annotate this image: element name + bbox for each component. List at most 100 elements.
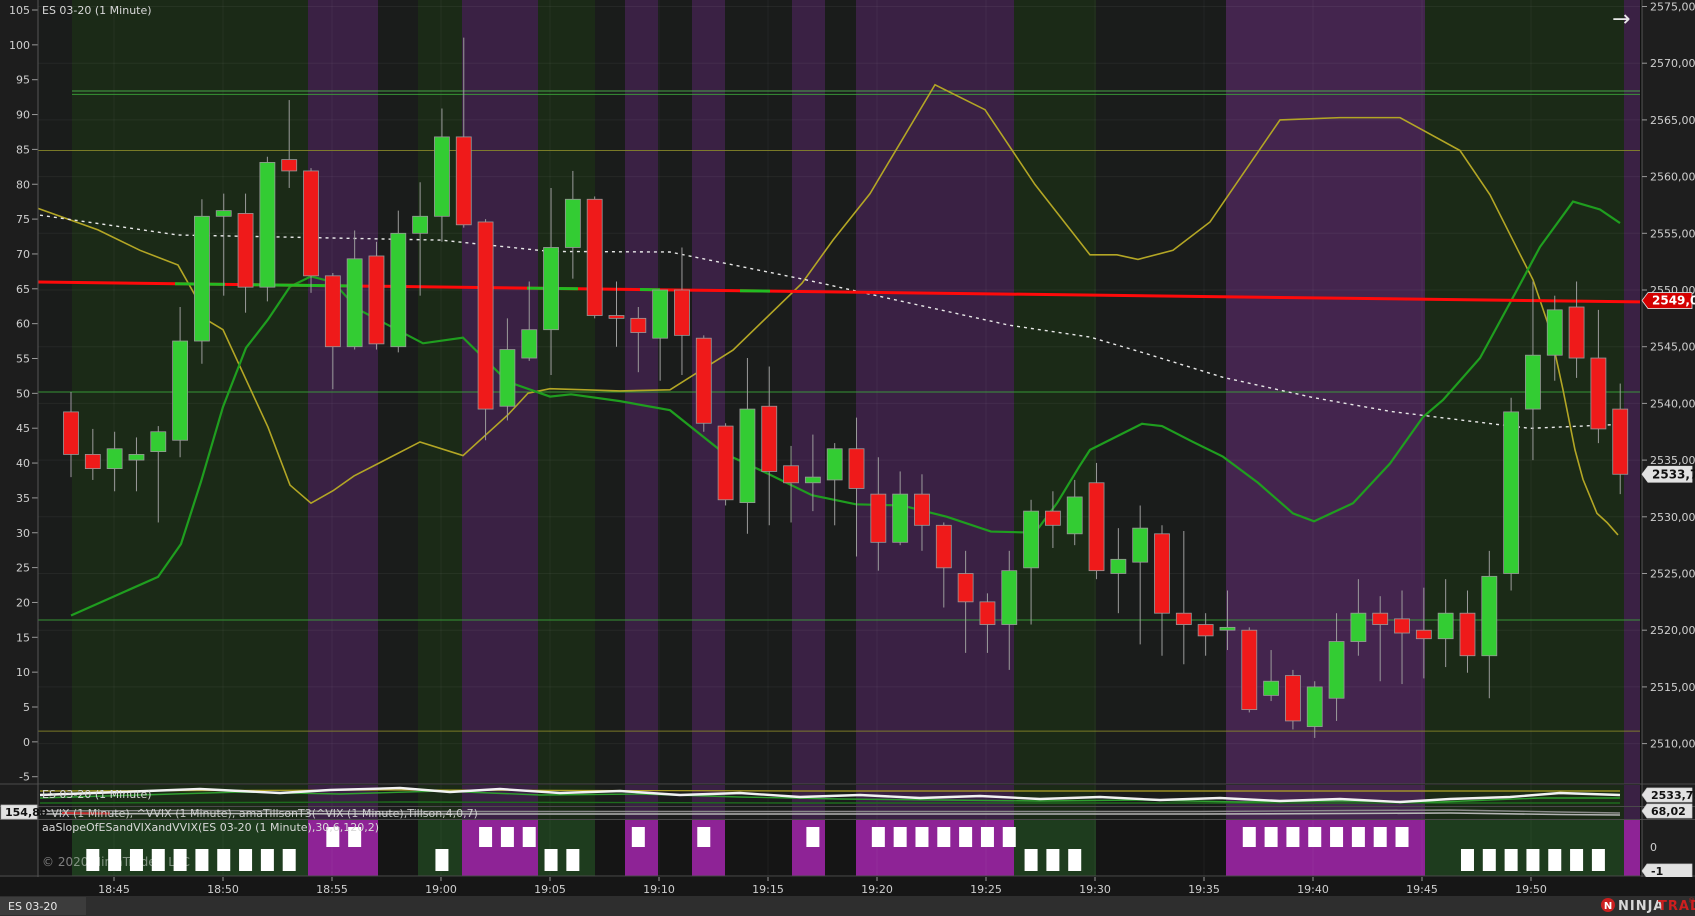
hist-bar-down bbox=[129, 849, 143, 871]
price-axis[interactable]: 2575,002570,002565,002560,002555,002550,… bbox=[1641, 0, 1695, 877]
band-hist-dark bbox=[378, 819, 418, 876]
price-axis-label: 2525,00 bbox=[1650, 568, 1695, 581]
instrument-tab[interactable] bbox=[0, 897, 86, 915]
panel3-left-marker-text: 154,80 bbox=[5, 806, 48, 819]
candle-body-down bbox=[324, 275, 341, 348]
band-sub-purple bbox=[1624, 785, 1640, 819]
candle-body-up bbox=[1263, 680, 1279, 696]
hist-bar-up bbox=[326, 827, 340, 847]
hist-bar-down bbox=[1068, 849, 1082, 871]
candle-body-down bbox=[1372, 612, 1389, 625]
candle-body-down bbox=[1459, 612, 1476, 657]
left-axis[interactable]: 1051009590858075706560555045403530252015… bbox=[9, 4, 38, 784]
left-axis-label: 80 bbox=[16, 178, 30, 191]
panel3-right-marker: 68,02 bbox=[1641, 803, 1693, 819]
gridlines bbox=[38, 0, 1640, 876]
left-axis-label: 30 bbox=[16, 527, 30, 540]
left-axis-label: 10 bbox=[16, 666, 30, 679]
time-label: 19:35 bbox=[1188, 883, 1220, 896]
time-label: 18:45 bbox=[98, 883, 130, 896]
band-hist-dark bbox=[725, 819, 792, 876]
left-axis-strip[interactable] bbox=[0, 0, 38, 877]
candle-body-up bbox=[1328, 641, 1345, 699]
candle-body-down bbox=[1045, 510, 1061, 526]
hist-bar-down bbox=[1526, 849, 1540, 871]
panel4-zero-label: 0 bbox=[1650, 841, 1657, 854]
time-label: 19:25 bbox=[970, 883, 1002, 896]
panel2-right-marker-text: 2533,75 bbox=[1651, 789, 1695, 802]
time-label: 19:45 bbox=[1406, 883, 1438, 896]
candle-body-up bbox=[826, 448, 843, 481]
band-hist-dark bbox=[825, 819, 856, 876]
candle-body-up bbox=[739, 408, 756, 504]
panel2-white-line bbox=[39, 786, 1621, 804]
price-axis-label: 2530,00 bbox=[1650, 511, 1695, 524]
marker-last-price-text: 2533,75 bbox=[1652, 467, 1695, 481]
candle-body-up bbox=[564, 198, 581, 248]
candle-body-down bbox=[1197, 624, 1214, 637]
hist-bar-up bbox=[1264, 827, 1278, 847]
brand-ninja-text: NINJA bbox=[1618, 899, 1665, 914]
hist-bar-up bbox=[500, 827, 514, 847]
candle-body-up bbox=[1110, 558, 1127, 574]
candle-body-down bbox=[237, 213, 254, 288]
hist-bar-down bbox=[260, 849, 274, 871]
candle-body-up bbox=[1503, 411, 1520, 574]
candle-body-up bbox=[346, 258, 363, 348]
candle-body-down bbox=[935, 524, 952, 569]
hist-bar-up bbox=[980, 827, 994, 847]
candle-body-down bbox=[1241, 629, 1258, 710]
candle-body-up bbox=[1350, 612, 1367, 642]
marker-red-line-value: 2549,07 bbox=[1641, 292, 1695, 309]
candle-body-down bbox=[761, 405, 778, 472]
hist-bar-up bbox=[348, 827, 362, 847]
hist-bar-down bbox=[282, 849, 296, 871]
candles bbox=[63, 37, 1629, 738]
hist-bar-up bbox=[1395, 827, 1409, 847]
candle-body-down bbox=[303, 170, 319, 277]
ninjatrader-logo: N NINJATRADER® bbox=[1601, 897, 1695, 914]
candle-body-down bbox=[1285, 675, 1301, 722]
candle-body-up bbox=[1546, 309, 1563, 356]
candle-body-down bbox=[979, 601, 996, 625]
candle-body-up bbox=[499, 349, 516, 407]
marker-last-price-shape bbox=[1641, 465, 1693, 483]
candle-body-up bbox=[412, 215, 429, 234]
left-axis-label: 60 bbox=[16, 318, 30, 331]
hist-bar-down bbox=[151, 849, 165, 871]
hist-bar-down bbox=[1460, 849, 1474, 871]
panel4-right-marker-text: -1 bbox=[1651, 865, 1663, 878]
left-axis-label: 50 bbox=[16, 387, 30, 400]
panel3-gray-line-2 bbox=[39, 812, 1621, 816]
time-axis[interactable]: 18:45 18:50 18:55 19:00 19:05 19:10 19:15 19:20… bbox=[0, 877, 1695, 896]
hist-bar-down bbox=[544, 849, 558, 871]
hist-bar-up bbox=[1330, 827, 1344, 847]
left-axis-label: 40 bbox=[16, 457, 30, 470]
tab-bar-bg bbox=[0, 896, 1695, 916]
left-axis-label: -5 bbox=[19, 771, 30, 784]
price-axis-label: 2535,00 bbox=[1650, 454, 1695, 467]
panel4-label: aaSlopeOfESandVIXandVVIX(ES 03-20 (1 Min… bbox=[42, 821, 379, 834]
marker-last-price: 2533,75 bbox=[1641, 465, 1695, 483]
scroll-to-end-button[interactable]: → bbox=[1612, 7, 1630, 32]
left-axis-label: 105 bbox=[9, 4, 30, 17]
hist-bar-down bbox=[239, 849, 253, 871]
price-axis-strip[interactable] bbox=[1642, 0, 1695, 877]
hist-bar-up bbox=[937, 827, 951, 847]
price-axis-label: 2545,00 bbox=[1650, 341, 1695, 354]
panel2-right-marker: 2533,75 bbox=[1641, 787, 1695, 803]
band-hist-dark bbox=[595, 819, 625, 876]
time-label: 19:10 bbox=[643, 883, 675, 896]
tab-bar: ES 03-20 bbox=[0, 896, 1695, 916]
slope-histogram bbox=[86, 827, 1605, 871]
panel2-label: ES 03-20 (1 Minute) bbox=[42, 788, 152, 801]
panel2-darkgreen-line bbox=[39, 801, 1620, 804]
candle-body-up bbox=[804, 476, 821, 484]
candle-body-up bbox=[106, 448, 123, 470]
left-axis-label: 85 bbox=[16, 143, 30, 156]
white-dotted-ma bbox=[39, 214, 1621, 430]
time-label: 19:30 bbox=[1079, 883, 1111, 896]
candle-body-up bbox=[892, 493, 909, 543]
